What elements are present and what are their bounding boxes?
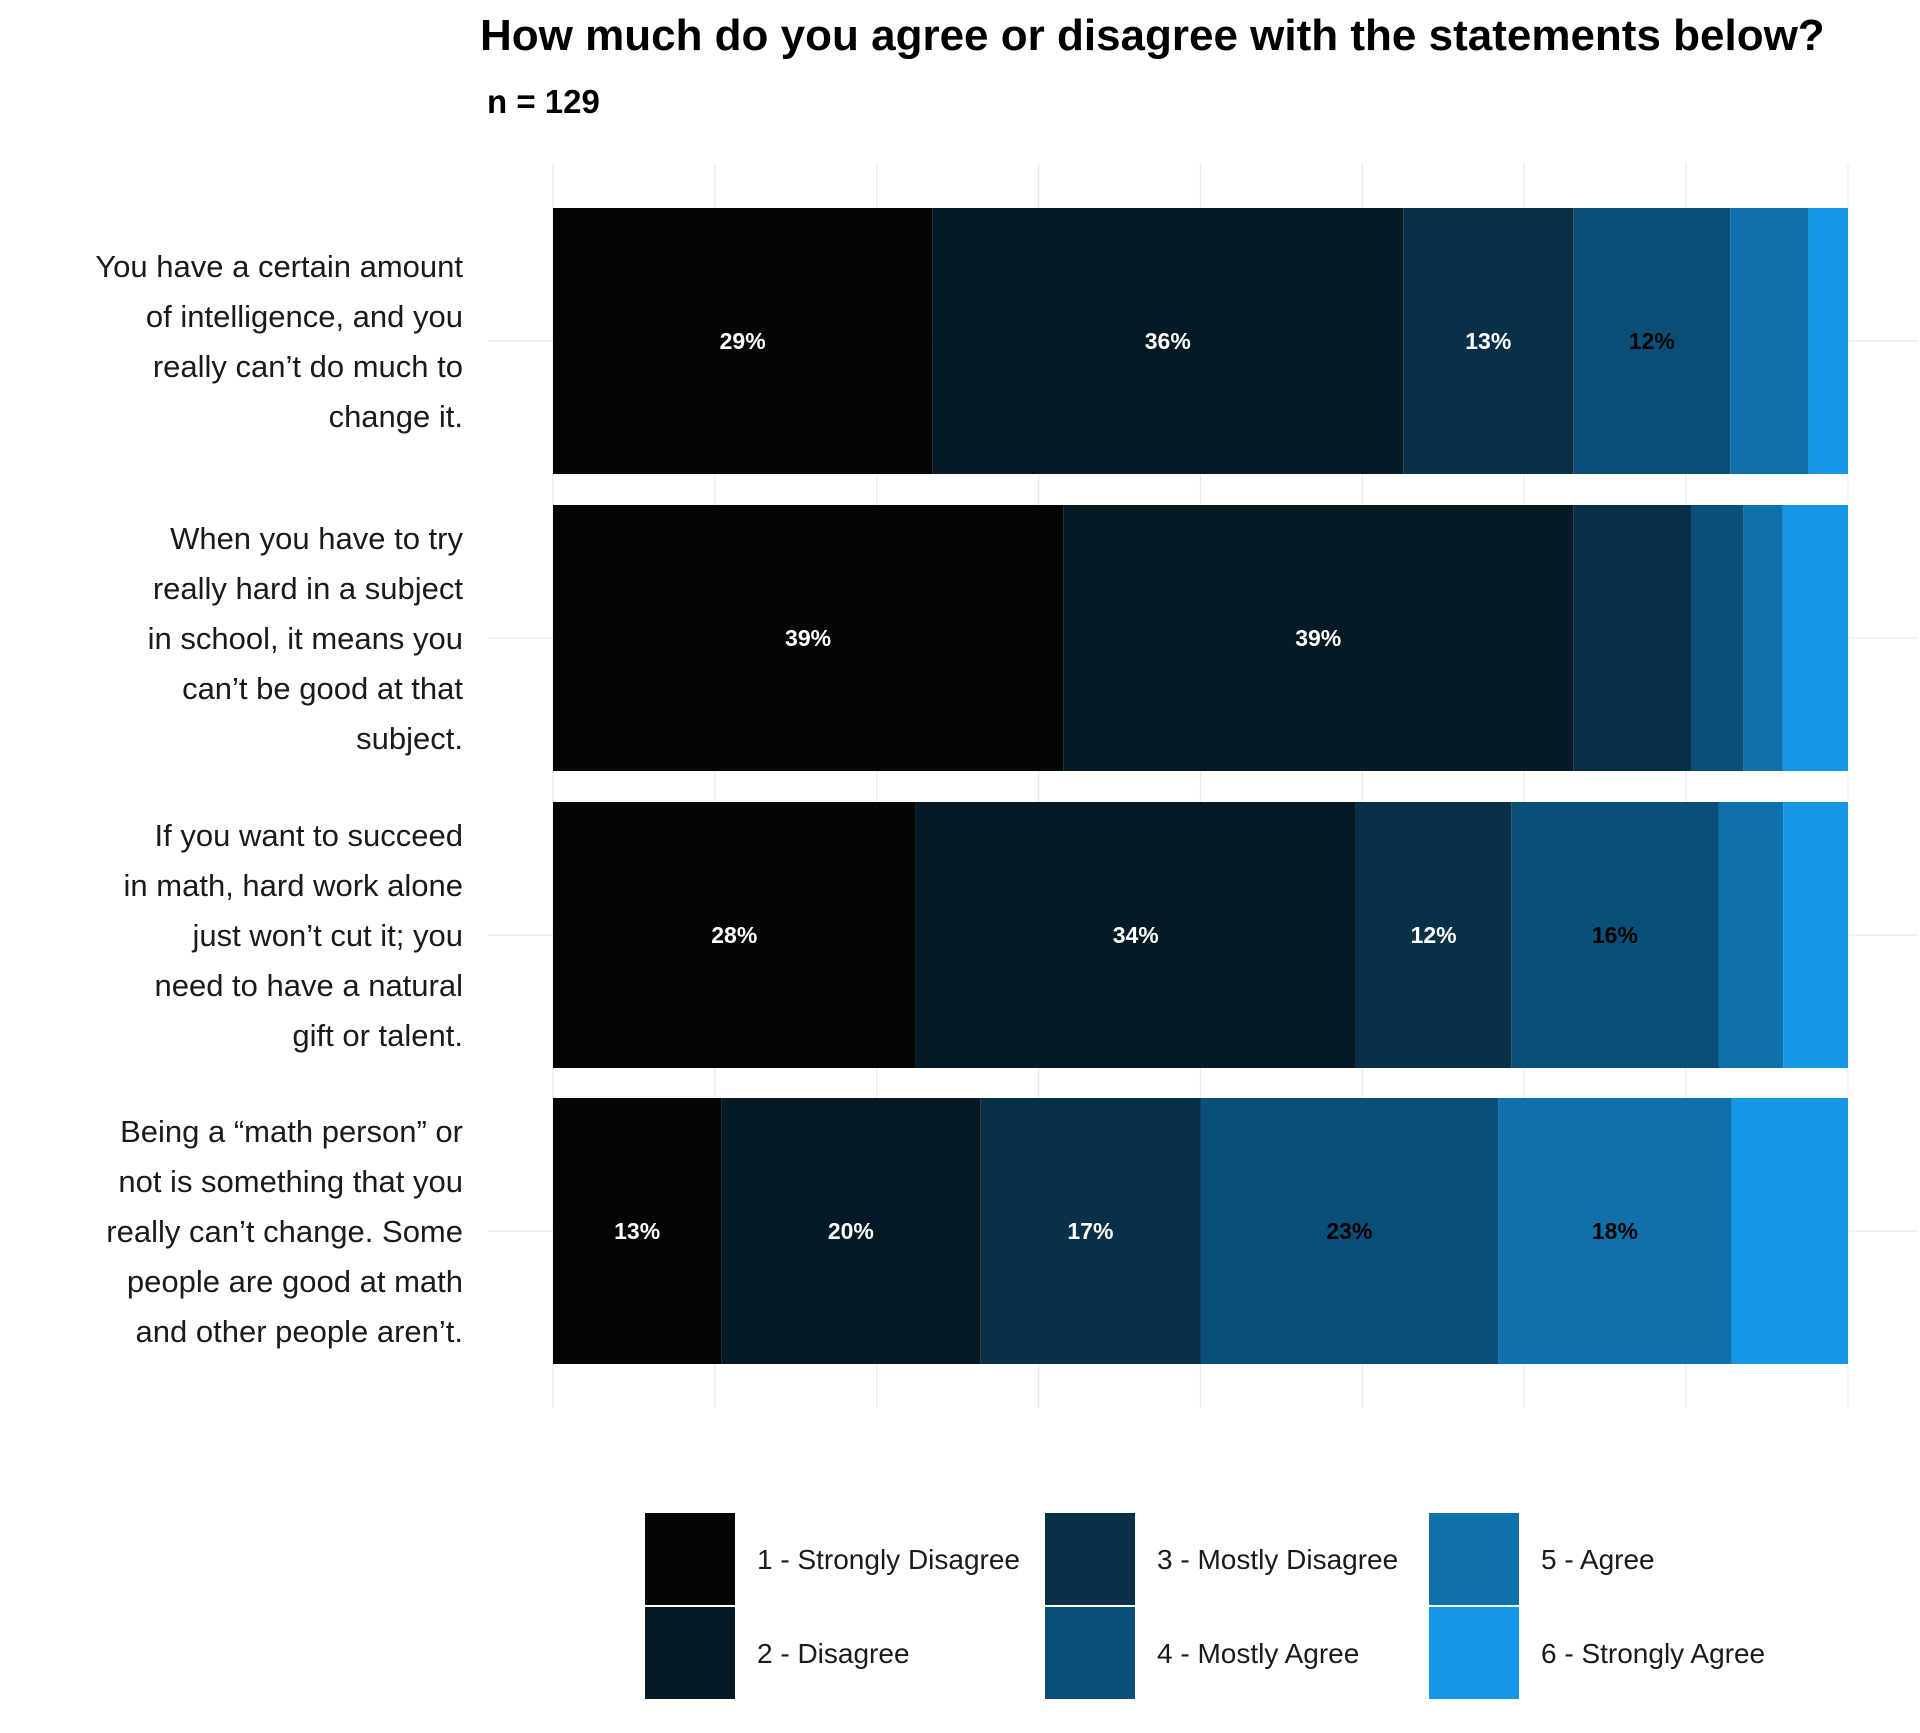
bar-segment: [1498, 1098, 1732, 1364]
bar-segment: [553, 802, 916, 1068]
category-label: in school, it means you: [148, 621, 463, 656]
bar-data-label: 13%: [614, 1218, 660, 1244]
bar-segment: [1718, 802, 1784, 1068]
category-label: and other people aren’t.: [136, 1314, 463, 1349]
bar-segment: [553, 208, 933, 474]
bar-segment: [1808, 208, 1848, 474]
legend-label: 6 - Strongly Agree: [1541, 1638, 1765, 1669]
bar-segment: [553, 1098, 722, 1364]
legend-swatch: [645, 1607, 735, 1699]
category-label: just won’t cut it; you: [191, 918, 463, 953]
category-label: You have a certain amount: [95, 249, 463, 284]
category-label: change it.: [329, 399, 463, 434]
bar-segment: [1200, 1098, 1499, 1364]
legend-swatch: [1429, 1513, 1519, 1605]
bar-segment: [1691, 505, 1744, 771]
bar-data-label: 17%: [1067, 1218, 1113, 1244]
bar-data-label: 39%: [785, 625, 831, 651]
bar-data-label: 34%: [1113, 922, 1159, 948]
bar-segment: [1730, 208, 1809, 474]
category-label: people are good at math: [127, 1264, 463, 1299]
bar-segment: [1355, 802, 1512, 1068]
category-label: not is something that you: [118, 1164, 463, 1199]
chart-title: How much do you agree or disagree with t…: [480, 11, 1825, 60]
category-label: need to have a natural: [154, 968, 463, 1003]
bar-data-label: 18%: [1592, 1218, 1638, 1244]
bar-data-label: 39%: [1295, 625, 1341, 651]
category-label: really hard in a subject: [153, 571, 464, 606]
category-label: really can’t do much to: [153, 349, 463, 384]
legend-swatch: [1045, 1607, 1135, 1699]
bar-segment: [915, 802, 1356, 1068]
bar-segment: [1783, 802, 1848, 1068]
category-label: When you have to try: [170, 521, 463, 556]
category-label: really can’t change. Some: [106, 1214, 463, 1249]
legend-swatch: [1429, 1607, 1519, 1699]
bars: [553, 208, 1848, 1364]
legend-swatch: [1045, 1513, 1135, 1605]
legend-label: 1 - Strongly Disagree: [757, 1544, 1020, 1575]
category-label: Being a “math person” or: [120, 1114, 463, 1149]
bar-segment: [980, 1098, 1201, 1364]
data-labels: 29% 36% 13% 12% 39% 39% 28% 34% 12% 16% 13% 20% 17% 2…: [614, 328, 1675, 1244]
legend-label: 3 - Mostly Disagree: [1157, 1544, 1398, 1575]
bar-data-label: 29%: [720, 328, 766, 354]
legend-swatch: [645, 1513, 735, 1605]
category-label: in math, hard work alone: [124, 868, 463, 903]
bar-segment: [1782, 505, 1848, 771]
bar-segment: [932, 208, 1404, 474]
legend-label: 5 - Agree: [1541, 1544, 1655, 1575]
category-labels: You have a certain amount of intelligence…: [95, 249, 463, 1349]
legend-label: 2 - Disagree: [757, 1638, 910, 1669]
bar-segment: [553, 505, 1064, 771]
category-label: subject.: [356, 721, 463, 756]
legend-label: 4 - Mostly Agree: [1157, 1638, 1359, 1669]
bar-segment: [1063, 505, 1574, 771]
bar-data-label: 16%: [1592, 922, 1638, 948]
bar-segment: [1403, 208, 1574, 474]
category-label: can’t be good at that: [182, 671, 463, 706]
category-label: If you want to succeed: [155, 818, 463, 853]
bar-segment: [721, 1098, 981, 1364]
bar-data-label: 23%: [1326, 1218, 1372, 1244]
bar-segment: [1743, 505, 1783, 771]
bar-data-label: 12%: [1629, 328, 1675, 354]
bar-data-label: 28%: [711, 922, 757, 948]
bar-segment: [1573, 505, 1692, 771]
legend: 1 - Strongly Disagree 2 - Disagree 3 - Mos…: [645, 1513, 1765, 1699]
bar-segment: [1573, 208, 1731, 474]
bar-data-label: 20%: [828, 1218, 874, 1244]
bar-segment: [1511, 802, 1719, 1068]
category-label: gift or talent.: [292, 1018, 463, 1053]
bar-data-label: 36%: [1145, 328, 1191, 354]
bar-data-label: 12%: [1411, 922, 1457, 948]
bar-segment: [1731, 1098, 1848, 1364]
bar-data-label: 13%: [1465, 328, 1511, 354]
category-label: of intelligence, and you: [146, 299, 463, 334]
chart-subtitle: n = 129: [487, 83, 600, 120]
